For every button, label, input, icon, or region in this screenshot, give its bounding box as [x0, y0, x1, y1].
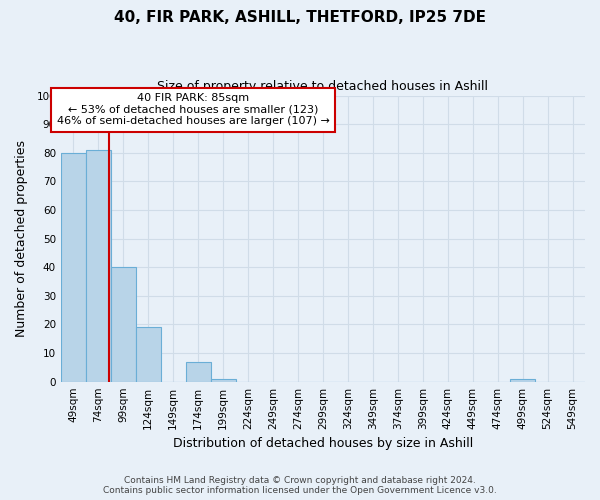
Text: 40, FIR PARK, ASHILL, THETFORD, IP25 7DE: 40, FIR PARK, ASHILL, THETFORD, IP25 7DE [114, 10, 486, 25]
Bar [211, 379, 236, 382]
Text: 40 FIR PARK: 85sqm
← 53% of detached houses are smaller (123)
46% of semi-detach: 40 FIR PARK: 85sqm ← 53% of detached hou… [56, 94, 329, 126]
X-axis label: Distribution of detached houses by size in Ashill: Distribution of detached houses by size … [173, 437, 473, 450]
Bar [510, 379, 535, 382]
Bar [111, 267, 136, 382]
Bar [136, 328, 161, 382]
Bar [185, 362, 211, 382]
Bar [86, 150, 111, 382]
Title: Size of property relative to detached houses in Ashill: Size of property relative to detached ho… [157, 80, 488, 93]
Text: Contains HM Land Registry data © Crown copyright and database right 2024.
Contai: Contains HM Land Registry data © Crown c… [103, 476, 497, 495]
Bar [61, 153, 86, 382]
Y-axis label: Number of detached properties: Number of detached properties [15, 140, 28, 337]
